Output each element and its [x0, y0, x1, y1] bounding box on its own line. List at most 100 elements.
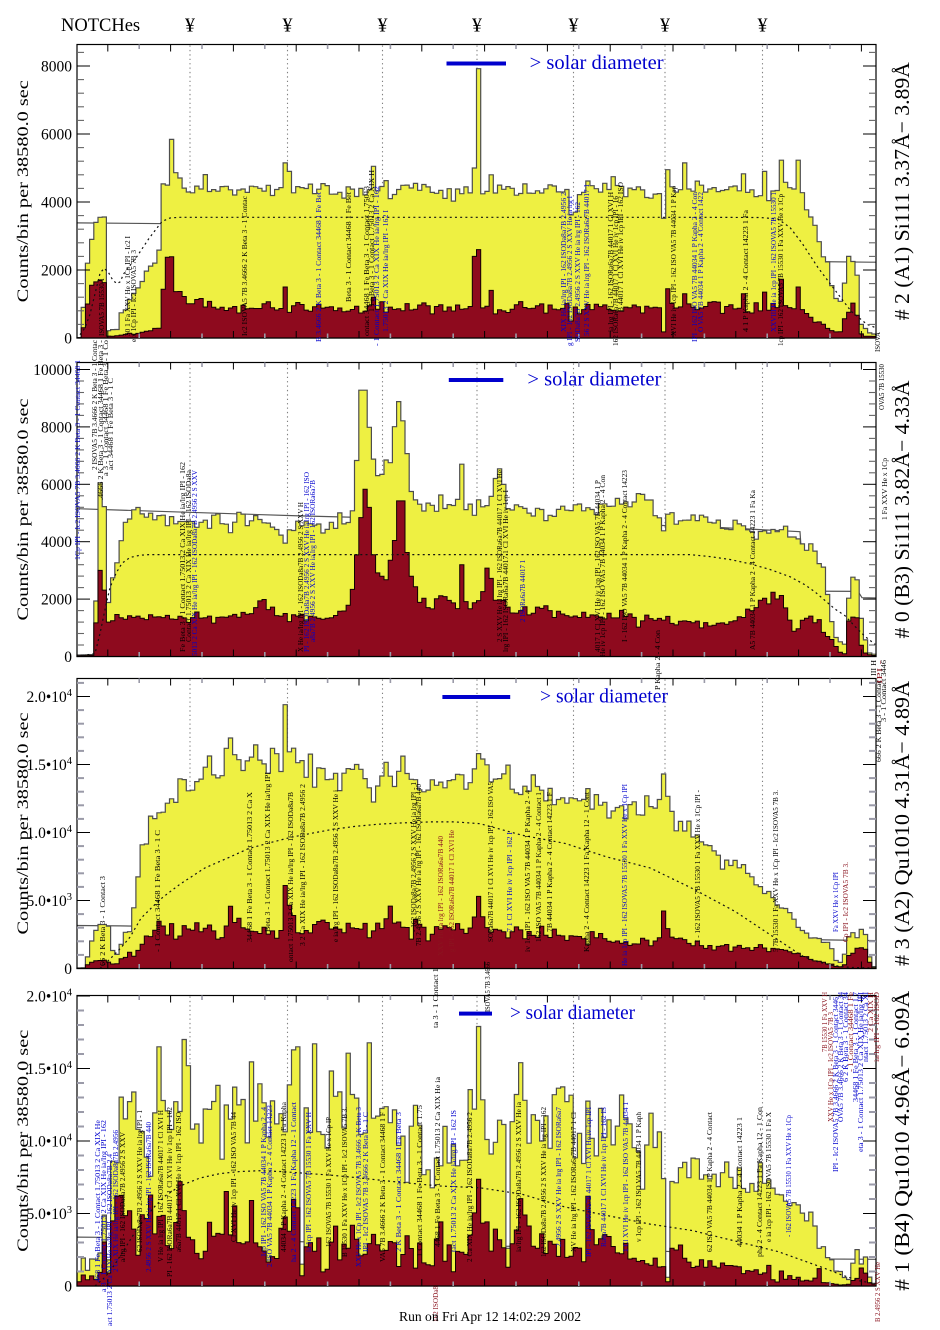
svg-text:- 1 Contact 34468 1 Fe: - 1 Contact 34468 1 Fe	[848, 992, 855, 1072]
svg-text:Ra6a7B 44017 1 Cl XVI He iv 1c: Ra6a7B 44017 1 Cl XVI He iv 1cp IPI - 16…	[601, 1107, 608, 1247]
svg-text:a6a7B 44017 1 Cl XVI He iv 1cp: a6a7B 44017 1 Cl XVI He iv 1cp IPI - 162…	[176, 1112, 183, 1252]
svg-text:- 1 Contact 34468 1 Fe Beta: - 1 Contact 34468 1 Fe Beta 3 - 1 C	[155, 829, 162, 952]
svg-text:0: 0	[64, 649, 72, 666]
svg-text:ntact 1.75013 2 Ca XI: ntact 1.75013 2 Ca XI	[863, 991, 870, 1062]
svg-text:XXV He x 1Cp IPI - Ic2 ISOVA5: XXV He x 1Cp IPI - Ic2 ISOVA5 7B 3	[828, 1011, 835, 1122]
svg-text:6000: 6000	[41, 477, 72, 494]
svg-text:XVI He iv 1cp IPI - 162 ISO VA: XVI He iv 1cp IPI - 162 ISO VA5 7B 44034…	[671, 185, 678, 336]
svg-text:¥: ¥	[569, 15, 579, 37]
svg-text:- 162 ISODa8a7B 2.4956 2 S XXV: - 162 ISODa8a7B 2.4956 2 S XXV He ia lrg…	[411, 782, 418, 932]
svg-text:5.0•103: 5.0•103	[26, 1205, 72, 1223]
svg-text:# 0 (B3) Si111 3.82Å− 4.33Å: # 0 (B3) Si111 3.82Å− 4.33Å	[890, 380, 914, 639]
svg-text:.4666 2 K Beta 3 - 1 Contact: .4666 2 K Beta 3 - 1 Contact 34468 1 Fe …	[98, 339, 105, 500]
svg-text:B 3.4666 2 K Beta 3 - 1 Conta: B 3.4666 2 K Beta 3 - 1 Contact 34468 1 …	[316, 192, 323, 342]
svg-text:ia/lrg IPI - 162 ISOD: ia/lrg IPI - 162 ISOD	[874, 992, 881, 1062]
svg-text:¥: ¥	[758, 15, 768, 37]
svg-text:B 44017 1 Cl XVI He iv 1cp IPI: B 44017 1 Cl XVI He iv 1cp IPI - 162 ISO	[618, 182, 625, 312]
svg-text:A5 7B 44034 1 P Kapha 2 - 4 C: A5 7B 44034 1 P Kapha 2 - 4 Contact 1422…	[750, 490, 757, 650]
svg-text:34468 1 Fe Beta 3 - 1 Contac: 34468 1 Fe Beta 3 - 1 Contact 1.75013 2 …	[247, 792, 254, 942]
svg-text:34468 1 Fe Beta 3 - 1 Contac: 34468 1 Fe Beta 3 - 1 Contact 1.7	[853, 991, 860, 1102]
svg-text:2 K Beta 3 - 1 Contact 34468: 2 K Beta 3 - 1 Contact 34468 1 Fe Beta 3	[396, 1111, 403, 1252]
svg-text:Beta 3 - 1 Contact 34468 1 F: Beta 3 - 1 Contact 34468 1 Fe Bet	[346, 192, 353, 302]
svg-text:act 1.75013 2 Ca XIX He ia/lr: act 1.75013 2 Ca XIX He ia/lrg IPI - 162…	[107, 1153, 114, 1326]
svg-text:468 1 Fe Beta 3 - 1 Contact: 468 1 Fe Beta 3 - 1 Contact 1.75013 2 Ca…	[95, 1120, 102, 1282]
svg-text:8000: 8000	[41, 419, 72, 436]
svg-text:He iv 1cp IPI - 162 ISO VA5 7B: He iv 1cp IPI - 162 ISO VA5 7B 44034 1 P…	[600, 474, 607, 657]
svg-text:IPI - Ic2 ISOVA5 7B 3.4666 2 K: IPI - Ic2 ISOVA5 7B 3.4666 2 K Beta 3 - …	[833, 996, 840, 1172]
svg-text:Ic2 ISOVA5 7B 3.4666 2 K Beta: Ic2 ISOVA5 7B 3.4666 2 K Beta 3 - 1 Cont…	[242, 196, 249, 336]
svg-text:XV He ia lrg IPI - 162 ISORa6a: XV He ia lrg IPI - 162 ISORa6a7B 44017 1…	[571, 1112, 578, 1252]
svg-text:OVA5 7B 15530: OVA5 7B 15530	[879, 363, 886, 410]
svg-text:Run on Fri Apr 12 14:02:29 200: Run on Fri Apr 12 14:02:29 2002	[399, 1310, 581, 1325]
svg-text:ia lrg IPI - 162 ISORa6a7B 440: ia lrg IPI - 162 ISORa6a7B 44017 1 Cl XV…	[608, 192, 615, 332]
svg-text:I - 162 ISOVA5 7B 15530 1 Fa X: I - 162 ISOVA5 7B 15530 1 Fa XXV He x 1C…	[695, 789, 702, 942]
svg-text:2.0•104: 2.0•104	[26, 688, 72, 706]
svg-text:2000: 2000	[41, 592, 72, 609]
svg-text:1 Cl XVI He iv 1cp IPI - 162 I: 1 Cl XVI He iv 1cp IPI - 162 ISO VA5 7B …	[623, 1102, 630, 1252]
svg-text:g IPI - 162 ISODa8a7B 2.4956 2: g IPI - 162 ISODa8a7B 2.4956 2 S XXV He …	[567, 195, 574, 346]
svg-text:2.4956 2 S XXV He ia lrg IPI -: 2.4956 2 S XXV He ia lrg IPI - 162 ISORa…	[556, 1106, 563, 1247]
svg-text:a 3 - 1 Contact 34468 1 Fe B: a 3 - 1 Contact 34468 1 Fe Beta 3 - 1 Co	[103, 339, 110, 476]
svg-text:1 Fa XXV He x 1Cp: 1 Fa XXV He x 1Cp	[882, 457, 889, 520]
svg-text:- 162 ISOVA5 7B 15530 1 Fa XXV: - 162 ISOVA5 7B 15530 1 Fa XXV He x 1Cp	[786, 1114, 793, 1237]
svg-text:ia 1cp IPI - 162 ISOVA5 7B 155: ia 1cp IPI - 162 ISOVA5 7B 15530 1 Fa XX…	[306, 1112, 313, 1252]
svg-text:# 2 (A1) Si111 3.37Å− 3.89Å: # 2 (A1) Si111 3.37Å− 3.89Å	[890, 61, 914, 320]
svg-text:# 3 (A2) Qu1010 4.31Å− 4.89Å: # 3 (A2) Qu1010 4.31Å− 4.89Å	[890, 680, 914, 966]
svg-text:SODa8a7B 2.4956 2 S XXV He ia: SODa8a7B 2.4956 2 S XXV He ia lrg IPI - …	[575, 201, 582, 342]
svg-text:44034 1 P Kapha 2 - 4 Contact: 44034 1 P Kapha 2 - 4 Contact 14223 1	[737, 1117, 744, 1247]
svg-text:XXV He ia lrg IPI - 162 ISORa6: XXV He ia lrg IPI - 162 ISORa6a7B 440	[438, 835, 445, 956]
svg-text:1 Contact 34468 1 Fe Beta 3: 1 Contact 34468 1 Fe Beta 3 - 1 Contact …	[417, 1104, 424, 1257]
svg-text:Fe Beta 3 - 1 Contact 1.75013: Fe Beta 3 - 1 Contact 1.75013 2 Ca XIX H…	[180, 461, 187, 652]
svg-text:¥: ¥	[378, 15, 388, 37]
svg-text:5.0•103: 5.0•103	[26, 892, 72, 910]
svg-text:VA5 7B 3.4666 2 K Beta 3 - 1: VA5 7B 3.4666 2 K Beta 3 - 1 Contact 344…	[380, 1112, 387, 1262]
svg-text:ISOVA5 7B 15530 1: ISOVA5 7B 15530 1	[99, 278, 106, 336]
svg-text:62 ISO VA5 7B 44034 1 P Kapha: 62 ISO VA5 7B 44034 1 P Kapha 2 - 4 Cont…	[707, 1112, 714, 1252]
svg-text:7 1 Cl XVI He iv 1cp IPI - 162: 7 1 Cl XVI He iv 1cp IPI - 162 I	[507, 831, 514, 932]
svg-text:Counts/bin per 38580.0 sec: Counts/bin per 38580.0 sec	[15, 712, 32, 934]
svg-text:1cp IPI - 162 ISO VA5 7B 44034: 1cp IPI - 162 ISO VA5 7B 44034 1 P Kapha…	[261, 1106, 268, 1257]
svg-text:2 Ca XIX H: 2 Ca XIX H	[868, 992, 875, 1032]
svg-text:Counts/bin per 38580.0 sec: Counts/bin per 38580.0 sec	[15, 398, 32, 620]
svg-text:6 2 K Beta 3 - 1 Contact 34: 6 2 K Beta 3 - 1 Contact 34	[843, 991, 850, 1082]
svg-text:> solar diameter: > solar diameter	[540, 685, 668, 707]
svg-text:162 ISO VA5 7B 44034 1 P Kapha: 162 ISO VA5 7B 44034 1 P Kapha 2 - 4 Con…	[536, 792, 543, 942]
svg-text:0: 0	[64, 331, 72, 348]
svg-text:162 ISORa6a7B 44017 1 Cl XVI H: 162 ISORa6a7B 44017 1 Cl XVI He iv 1cp I…	[613, 195, 620, 346]
svg-text:4468 1 Fe Beta 3 - 1 Contact: 4468 1 Fe Beta 3 - 1 Contact 1.75013 2 C…	[435, 1077, 442, 1247]
svg-text:2 S XXV He ia lrg IPI - 162 IS: 2 S XXV He ia lrg IPI - 162 ISORa6a7B 44…	[497, 470, 504, 642]
svg-text:XXVIII He ia 1cp IPI - 162 ISO: XXVIII He ia 1cp IPI - 162 ISOVA5 7B 155…	[771, 192, 778, 332]
svg-text:a/lrg IPI - 162 ISODa8a7B 2.49: a/lrg IPI - 162 ISODa8a7B 2.4956 2 S XXV	[120, 1132, 127, 1262]
svg-text:6000: 6000	[41, 127, 72, 144]
svg-text:2.0•104: 2.0•104	[26, 988, 72, 1006]
svg-text:B 15530 1 Fa XXV He x 1Cp IPI: B 15530 1 Fa XXV He x 1Cp IPI - Ic2 ISOV…	[342, 1107, 349, 1257]
svg-text:tact 1.75013 2 Ca XIX He ia/l: tact 1.75013 2 Ca XIX He ia/lrg IPI - 16…	[451, 1110, 458, 1252]
svg-text:1 Fe Beta 3 - 1 Contact 1.750: 1 Fe Beta 3 - 1 Contact 1.75013 2 Ca XIX…	[369, 170, 376, 312]
svg-text:2.4956 2 S XXV He ia lrg IPI -: 2.4956 2 S XXV He ia lrg IPI - 162 ISORa…	[146, 1121, 153, 1272]
svg-text:ISOVA: ISOVA	[875, 332, 882, 352]
svg-text:¥: ¥	[283, 15, 293, 37]
svg-text:2 Ca XIX He ia/lrg IPI - 162 I: 2 Ca XIX He ia/lrg IPI - 162 ISODa8a7B 2…	[113, 1129, 120, 1272]
svg-text:Beta 3 - 1 Contact 1.75013 2: Beta 3 - 1 Contact 1.75013 2 Ca XIX He i…	[265, 771, 272, 932]
svg-text:10000: 10000	[33, 362, 72, 379]
svg-text:Counts/bin per 38580.0 sec: Counts/bin per 38580.0 sec	[15, 80, 32, 302]
svg-text:7B 15530 1 Fa XXV H: 7B 15530 1 Fa XXV H	[822, 992, 829, 1052]
svg-text:Cl XVI He iv 1cp IPI - 162 ISO: Cl XVI He iv 1cp IPI - 162 ISO VA5 7B 44	[231, 1111, 238, 1242]
svg-text:2 Ca XIX He ia/lrg IPI - 162 I: 2 Ca XIX He ia/lrg IPI - 162 ISODa8a7B 2…	[467, 1111, 474, 1262]
svg-text:1.0•104: 1.0•104	[26, 824, 72, 842]
svg-text:IPI - Ic2 ISOVA5 7B 3.4666 2 K: IPI - Ic2 ISOVA5 7B 3.4666 2 K Beta 3 - …	[363, 1111, 370, 1252]
svg-text:7B 44034 1 P Kapha 2 - 4 Cont: 7B 44034 1 P Kapha 2 - 4 Contact 14223 1…	[547, 792, 554, 932]
svg-text:1.75013 2 Ca XIX He ia/lrg IP: 1.75013 2 Ca XIX He ia/lrg IPI - 162 I	[383, 209, 390, 332]
svg-text:¥: ¥	[472, 15, 482, 37]
svg-text:a8a7B 2.4956 2 S XXV He ia lrg: a8a7B 2.4956 2 S XXV He ia lrg IPI - 162…	[310, 480, 317, 642]
svg-text:7B 2.4956 2 S XXV He ia lrg IP: 7B 2.4956 2 S XXV He ia lrg IPI - 162 IS…	[416, 783, 423, 946]
svg-text:3 2 Ca XIX He ia/lrg IPI - 16: 3 2 Ca XIX He ia/lrg IPI - 162 ISODa8a7B…	[300, 783, 307, 946]
svg-text:e ia 1cp IPI - 162 ISOVA5 7B 1: e ia 1cp IPI - 162 ISOVA5 7B 15530 1 Fa …	[766, 1112, 773, 1242]
svg-text:> solar diameter: > solar diameter	[527, 368, 661, 390]
svg-text:XIX He ia/lrg IPI - 162 ISODa8: XIX He ia/lrg IPI - 162 ISODa8a7B 2.4956…	[561, 191, 568, 332]
svg-text:Counts/bin per 38580.0 sec: Counts/bin per 38580.0 sec	[15, 1030, 32, 1252]
svg-text:ontact 34468 1 Fe Beta 3 - 1: ontact 34468 1 Fe Beta 3 - 1 Contact 1.7…	[364, 185, 371, 336]
svg-text:I - 162 ISO VA5 7B 44034 1 P K: I - 162 ISO VA5 7B 44034 1 P Kapha 2 - 4…	[622, 469, 629, 642]
svg-text:pha 2 - 4 Contact 14223 1 Fa: pha 2 - 4 Contact 14223 1 Fa Kapha 12 - …	[757, 1106, 764, 1257]
svg-text:IPI - 162 ISORa6a7B 44017 1 Cl: IPI - 162 ISORa6a7B 44017 1 Cl XVI He iv…	[586, 1106, 593, 1257]
